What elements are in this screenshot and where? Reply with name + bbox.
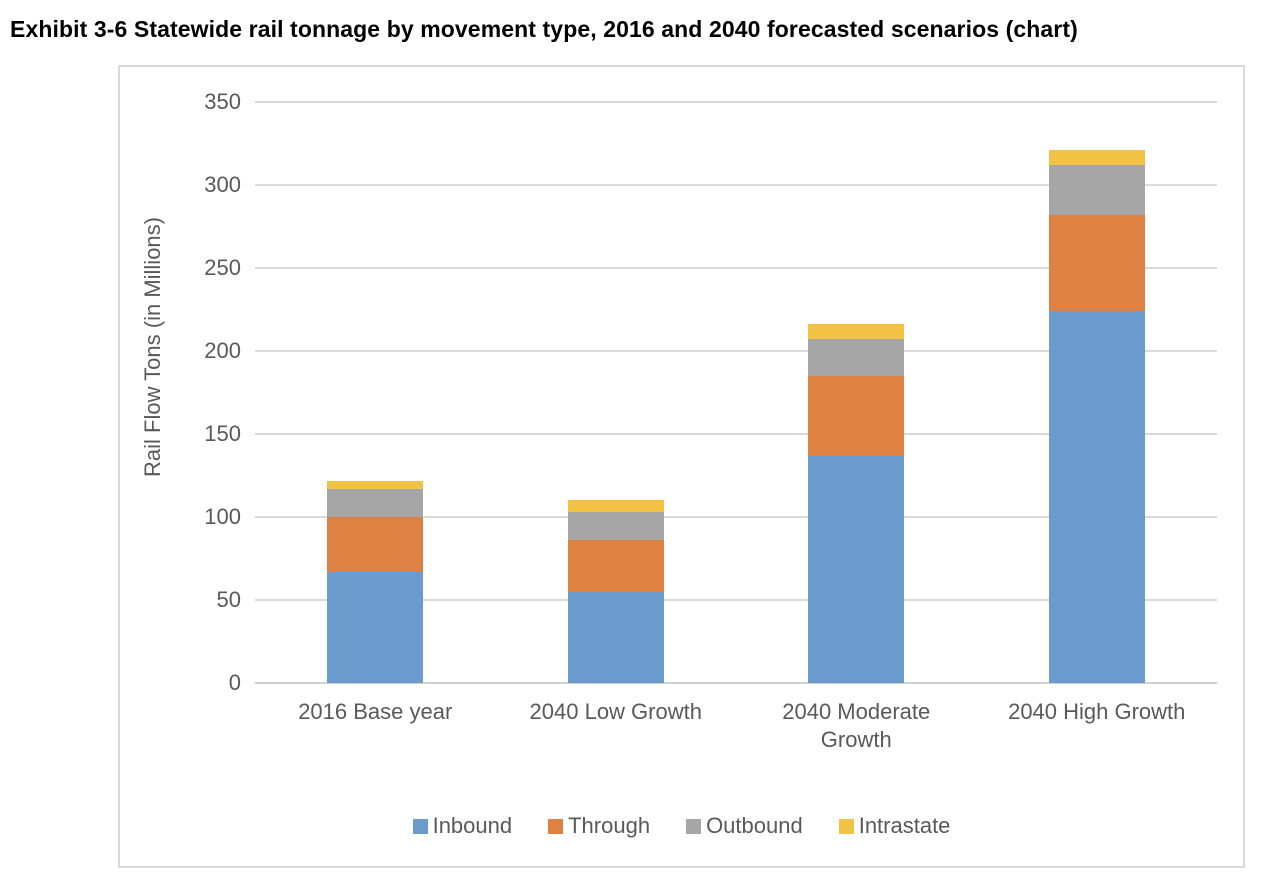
x-axis-label: 2016 Base year [298, 699, 453, 724]
bar-2016-base-year [327, 102, 424, 683]
bar-segment-inbound [808, 455, 905, 683]
bar-segment-through [1048, 214, 1145, 312]
bar-segment-outbound [808, 339, 905, 376]
bar-segment-through [808, 375, 905, 456]
legend-item-through: Through [548, 813, 650, 839]
legend-label: Inbound [432, 813, 513, 838]
y-axis-title: Rail Flow Tons (in Millions) [140, 217, 165, 477]
legend-item-inbound: Inbound [412, 813, 513, 839]
bar-segment-intrastate [808, 324, 905, 340]
bar-segment-outbound [327, 488, 424, 518]
x-axis-label: 2040 Low Growth [529, 699, 702, 724]
gridline [255, 350, 1217, 352]
bar-segment-inbound [1048, 311, 1145, 683]
legend-swatch-icon [686, 818, 702, 834]
gridline [255, 432, 1217, 435]
bar-2040-high-growth [1048, 102, 1145, 683]
legend-item-intrastate: Intrastate [838, 813, 951, 839]
legend-label: Intrastate [858, 813, 951, 838]
bar-segment-intrastate [1048, 150, 1145, 166]
legend-label: Outbound [706, 813, 803, 838]
bar-segment-intrastate [567, 500, 664, 513]
bar-segment-outbound [1048, 165, 1145, 215]
gridline [255, 183, 1217, 186]
x-axis-line [255, 682, 1217, 684]
bar-segment-through [327, 517, 424, 572]
legend-swatch-icon [548, 818, 564, 834]
gridline [255, 599, 1217, 601]
plot-area: 0 50 100 150 200 250 300 350 2016 Base year 2040 … [204, 91, 1217, 752]
legend-item-outbound: Outbound [686, 813, 803, 839]
gridline [255, 101, 1217, 103]
bar-segment-inbound [567, 591, 664, 683]
bar-segment-intrastate [327, 480, 424, 489]
y-tick-label: 200 [204, 338, 241, 363]
legend-swatch-icon [412, 818, 428, 834]
legend-swatch-icon [838, 818, 854, 834]
legend-label: Through [568, 813, 651, 838]
page-title: Exhibit 3-6 Statewide rail tonnage by mo… [10, 16, 1078, 42]
y-tick-label: 350 [204, 89, 241, 114]
y-tick-label: 300 [204, 171, 241, 197]
bar-2040-moderate-growth [808, 102, 905, 683]
y-tick-label: 250 [204, 254, 241, 280]
gridline [255, 266, 1217, 269]
chart-frame: Rail Flow Tons (in Millions) 0 50 100 150 20… [118, 65, 1245, 868]
bar-segment-inbound [327, 571, 424, 683]
x-axis-label: 2040 Moderate Growth [782, 699, 931, 752]
y-tick-label: 50 [216, 587, 241, 612]
x-axis-label: 2040 High Growth [1008, 699, 1186, 724]
y-tick-label: 100 [204, 504, 241, 529]
bar-segment-outbound [567, 512, 664, 541]
gridline [255, 516, 1217, 518]
bar-segment-through [567, 540, 664, 592]
bar-2040-low-growth [567, 102, 664, 683]
y-tick-label: 150 [204, 420, 241, 446]
y-tick-label: 0 [228, 670, 241, 695]
chart-legend: Inbound Through Outbound Intrastate [120, 813, 1243, 839]
